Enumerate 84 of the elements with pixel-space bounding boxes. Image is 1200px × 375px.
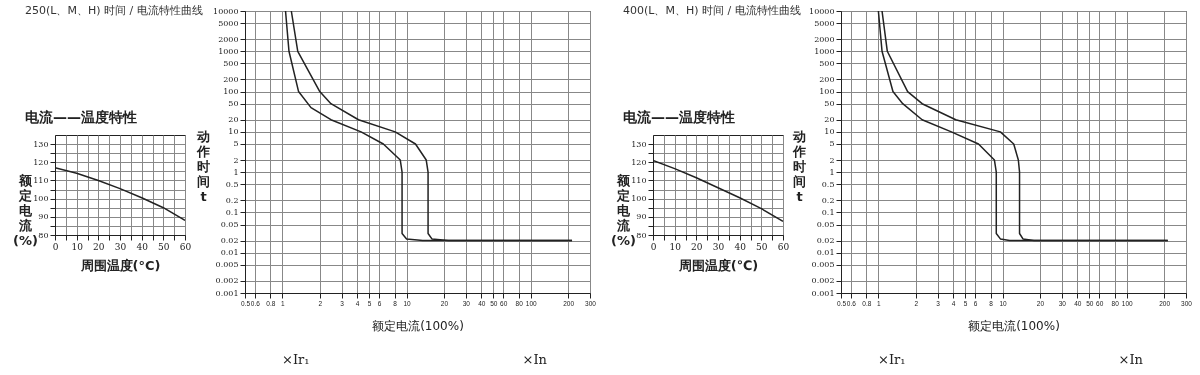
y-tick-label: 90 <box>38 212 49 222</box>
y-tick-label: 0.05 <box>816 220 835 230</box>
y-tick-label: 10000 <box>213 6 239 16</box>
y-tick-label: 1 <box>829 167 835 177</box>
x-tick-label: 10 <box>669 241 682 252</box>
y-tick-label: 0.2 <box>821 195 835 205</box>
y-tick-label: 0.1 <box>821 207 835 217</box>
text: ×Ir₁ <box>282 352 310 367</box>
y-tick-label: 0.2 <box>225 195 239 205</box>
y-tick-label: 0.01 <box>816 248 835 258</box>
x-tick-label: 60 <box>777 241 790 252</box>
y-tick-label: 2 <box>233 155 239 165</box>
y-tick-label: 2000 <box>814 34 835 44</box>
y-tick-label: 0.001 <box>811 288 835 298</box>
y-tick-label: 20 <box>824 115 835 125</box>
y-tick-label: 20 <box>228 115 239 125</box>
x-tick-label: 10 <box>71 241 84 252</box>
x-axis-title: 额定电流(100%) <box>968 319 1060 333</box>
y-tick-label: 110 <box>631 175 647 185</box>
x-tick-label: 50 <box>756 241 768 252</box>
y-tick-label: 0.001 <box>215 288 239 298</box>
y-tick-label: 130 <box>33 139 49 149</box>
x-tick-label: 0 <box>52 241 59 252</box>
y-tick-label: 1 <box>233 167 239 177</box>
x-axis-title: 周围温度(°C) <box>79 257 161 273</box>
x-tick-label: 40 <box>734 241 747 252</box>
x-tick-label: 40 <box>136 241 149 252</box>
y-axis-title: 动作时间t <box>792 128 806 204</box>
y-tick-label: 5000 <box>814 18 835 28</box>
text: ×In <box>1118 352 1143 367</box>
x-tick-label: 0 <box>650 241 657 252</box>
y-tick-label: 100 <box>819 87 835 97</box>
y-tick-label: 200 <box>819 74 835 84</box>
y-tick-label: 0.01 <box>220 248 239 258</box>
y-tick-label: 500 <box>223 58 239 68</box>
y-tick-label: 120 <box>631 157 647 167</box>
y-tick-label: 10000 <box>809 6 835 16</box>
y-tick-label: 90 <box>636 212 647 222</box>
x-tick-label: 30 <box>712 241 725 252</box>
chart-subtitle: 电流——温度特性 <box>623 109 735 125</box>
chart-title: 250(L、M、H) 时间 / 电流特性曲线 <box>25 4 203 17</box>
x-tick-label: 50 <box>158 241 170 252</box>
chart-title: 400(L、M、H) 时间 / 电流特性曲线 <box>623 4 801 17</box>
x-tick-label: 20 <box>691 241 703 252</box>
y-tick-label: 0.005 <box>811 260 835 270</box>
y-tick-label: 0.5 <box>225 179 239 189</box>
y-tick-label: 500 <box>819 58 835 68</box>
y-tick-label: 120 <box>33 157 49 167</box>
y-tick-label: 80 <box>636 230 647 240</box>
text: ×In <box>522 352 547 367</box>
y-tick-label: 10 <box>824 127 835 137</box>
y-tick-label: 130 <box>631 139 647 149</box>
x-tick-label: 20 <box>93 241 105 252</box>
y-tick-label: 0.5 <box>821 179 835 189</box>
x-axis-title: 额定电流(100%) <box>372 319 464 333</box>
y-tick-label: 0.002 <box>811 276 835 286</box>
y-tick-label: 0.1 <box>225 207 239 217</box>
y-tick-label: 1000 <box>814 46 835 56</box>
y-tick-label: 0.02 <box>816 236 835 246</box>
chart-subtitle: 电流——温度特性 <box>25 109 137 125</box>
y-tick-label: 200 <box>223 74 239 84</box>
x-tick-label: 60 <box>179 241 192 252</box>
y-tick-label: 110 <box>33 175 49 185</box>
y-tick-label: 80 <box>38 230 49 240</box>
x-tick-label: 30 <box>114 241 127 252</box>
y-tick-label: 2000 <box>218 34 239 44</box>
y-tick-label: 10 <box>228 127 239 137</box>
y-tick-label: 50 <box>228 99 239 109</box>
y-tick-label: 5 <box>233 139 239 149</box>
text: ×Ir₁ <box>878 352 906 367</box>
y-tick-label: 0.02 <box>220 236 239 246</box>
y-tick-label: 100 <box>223 87 239 97</box>
y-tick-label: 5000 <box>218 18 239 28</box>
y-tick-label: 50 <box>824 99 835 109</box>
y-tick-label: 100 <box>33 194 49 204</box>
y-tick-label: 5 <box>829 139 835 149</box>
y-tick-label: 0.005 <box>215 260 239 270</box>
y-tick-label: 1000 <box>218 46 239 56</box>
y-tick-label: 0.002 <box>215 276 239 286</box>
y-axis-title: 动作时间t <box>196 128 210 204</box>
x-axis-title: 周围温度(℃) <box>677 257 759 273</box>
y-tick-label: 100 <box>631 194 647 204</box>
y-tick-label: 0.05 <box>220 220 239 230</box>
y-tick-label: 2 <box>829 155 835 165</box>
